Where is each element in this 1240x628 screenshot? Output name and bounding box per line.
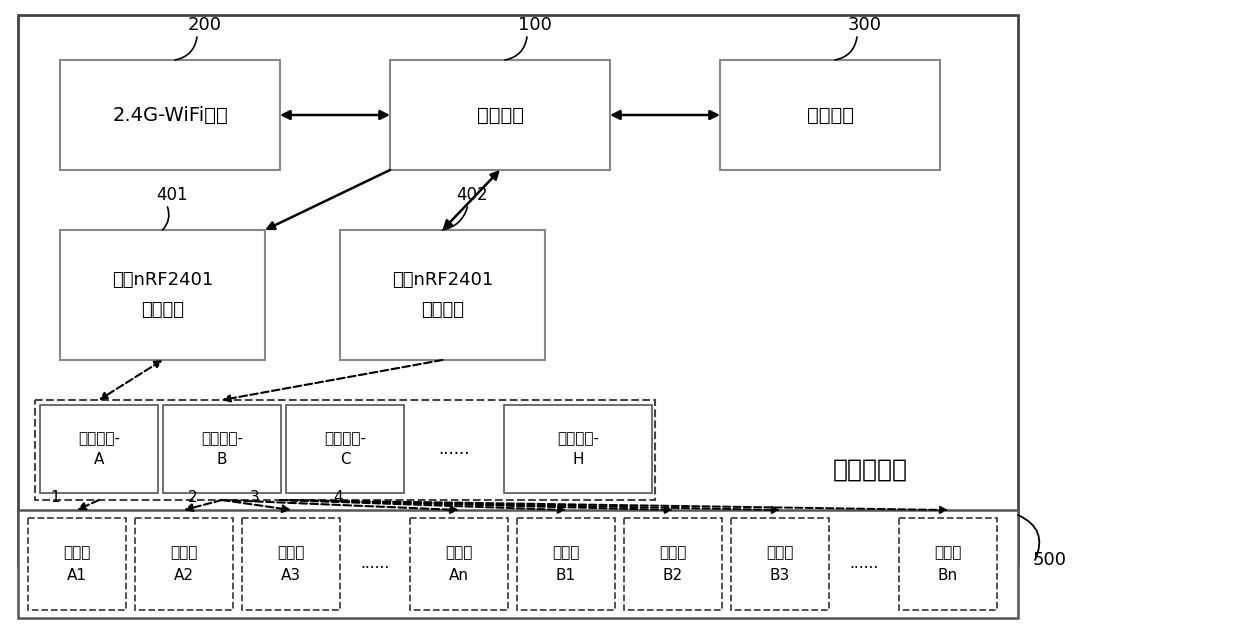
Bar (40, 405, 157, 493)
Text: 4: 4 (334, 490, 342, 506)
Text: 子节点
B2: 子节点 B2 (660, 545, 687, 583)
Text: 402: 402 (456, 186, 489, 204)
Text: 子节点
An: 子节点 An (445, 545, 472, 583)
Bar (517, 518, 615, 610)
Bar (503, 405, 652, 493)
Text: 子节点
A3: 子节点 A3 (278, 545, 305, 583)
Text: 第二nRF2401
视频模块: 第二nRF2401 视频模块 (392, 271, 494, 318)
Text: 存储模块: 存储模块 (806, 106, 853, 124)
Text: 主控模块: 主控模块 (476, 106, 523, 124)
Bar (242, 518, 340, 610)
Text: 300: 300 (848, 16, 882, 34)
Bar (340, 230, 546, 360)
Text: 子节点
B3: 子节点 B3 (766, 545, 794, 583)
Bar (19, 15, 1018, 565)
Text: 100: 100 (518, 16, 552, 34)
Text: 401: 401 (156, 186, 188, 204)
Bar (899, 518, 997, 610)
Bar (135, 518, 233, 610)
Text: ......: ...... (849, 556, 879, 571)
Text: ......: ...... (438, 440, 470, 458)
Text: 优选信道-
B: 优选信道- B (201, 431, 243, 467)
Bar (286, 405, 404, 493)
Text: 优选信道-
A: 优选信道- A (78, 431, 120, 467)
Bar (410, 518, 508, 610)
Text: 2.4G-WiFi模块: 2.4G-WiFi模块 (112, 106, 228, 124)
Text: 第一nRF2401
视频模块: 第一nRF2401 视频模块 (112, 271, 213, 318)
Text: 子节点
Bn: 子节点 Bn (934, 545, 962, 583)
Bar (35, 400, 655, 500)
Text: ......: ...... (361, 556, 389, 571)
Bar (624, 518, 722, 610)
Bar (60, 230, 265, 360)
Text: 200: 200 (188, 16, 222, 34)
Text: 子节点
A2: 子节点 A2 (170, 545, 197, 583)
Bar (19, 510, 1018, 618)
Text: 优选信道-
H: 优选信道- H (557, 431, 599, 467)
Text: 2: 2 (188, 490, 198, 506)
Bar (60, 60, 280, 170)
Text: 物联网网关: 物联网网关 (832, 458, 908, 482)
Text: 500: 500 (1033, 551, 1066, 569)
Text: 1: 1 (50, 490, 60, 506)
Text: 3: 3 (250, 490, 260, 506)
Bar (720, 60, 940, 170)
Text: 子节点
A1: 子节点 A1 (63, 545, 91, 583)
Bar (162, 405, 281, 493)
Bar (29, 518, 126, 610)
Text: 子节点
B1: 子节点 B1 (552, 545, 579, 583)
Bar (732, 518, 830, 610)
Text: 优选信道-
C: 优选信道- C (324, 431, 366, 467)
Bar (391, 60, 610, 170)
